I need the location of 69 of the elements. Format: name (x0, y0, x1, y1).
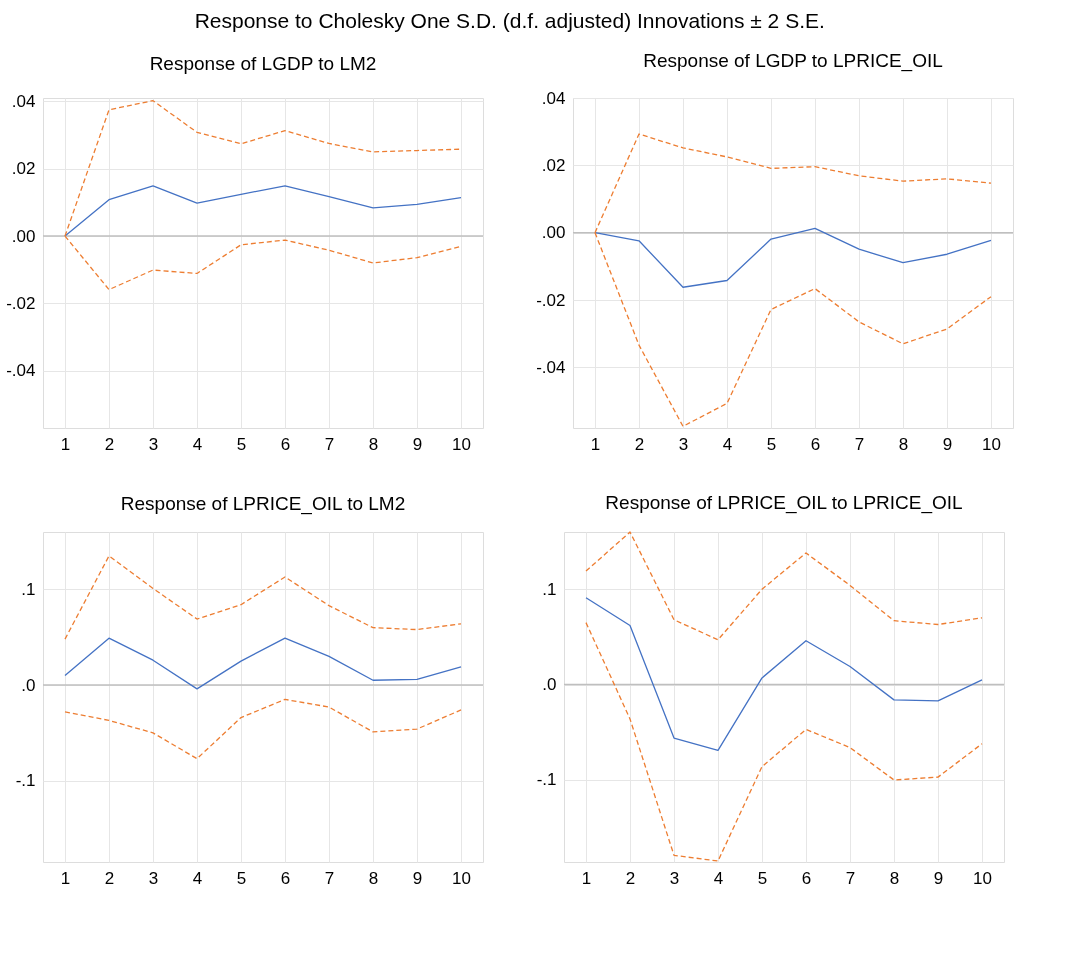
x-tick-label: 3 (678, 434, 689, 454)
x-tick-label: 2 (104, 434, 115, 454)
y-tick-label: -.04 (6, 361, 36, 381)
x-tick-label: 4 (713, 868, 724, 888)
x-tick-label: 4 (192, 868, 203, 888)
x-tick-label: 7 (854, 434, 865, 454)
y-tick-label: .04 (11, 91, 36, 111)
x-tick-label: 9 (933, 868, 944, 888)
x-tick-label: 3 (148, 868, 159, 888)
line-series (585, 597, 983, 752)
x-tick-label: 1 (60, 434, 71, 454)
x-tick-label: 4 (192, 434, 203, 454)
x-tick-label: 3 (669, 868, 680, 888)
line-series (64, 637, 462, 690)
y-tick-label: .0 (542, 675, 557, 695)
x-tick-label: 10 (452, 868, 471, 888)
x-tick-label: 9 (412, 868, 423, 888)
x-tick-label: 10 (452, 434, 471, 454)
x-tick-label: 2 (634, 434, 645, 454)
line-series (585, 531, 983, 641)
y-tick-label: .0 (21, 675, 36, 695)
y-tick-label: .02 (11, 159, 36, 179)
x-tick-label: 6 (280, 868, 291, 888)
x-tick-label: 6 (801, 868, 812, 888)
y-tick-label: .1 (21, 579, 36, 599)
x-tick-label: 6 (280, 434, 291, 454)
y-tick-label: .00 (11, 226, 36, 246)
x-tick-label: 8 (368, 868, 379, 888)
line-series (585, 621, 983, 862)
x-tick-label: 1 (581, 868, 592, 888)
chart-title: Response of LGDP to LM2 (149, 53, 377, 75)
x-tick-label: 8 (368, 434, 379, 454)
line-series (64, 555, 462, 640)
x-tick-label: 5 (757, 868, 768, 888)
x-tick-label: 9 (942, 434, 953, 454)
x-tick-label: 3 (148, 434, 159, 454)
line-series (64, 185, 462, 237)
y-tick-label: .1 (542, 579, 557, 599)
x-tick-label: 8 (898, 434, 909, 454)
x-tick-label: 1 (590, 434, 601, 454)
y-tick-label: .00 (541, 223, 566, 243)
y-tick-label: .02 (541, 155, 566, 175)
x-tick-label: 5 (766, 434, 777, 454)
y-tick-label: .04 (541, 88, 566, 108)
chart-title: Response of LGDP to LPRICE_OIL (643, 50, 943, 72)
x-tick-label: 2 (625, 868, 636, 888)
y-tick-label: -.1 (15, 771, 36, 791)
chart-title: Response of LPRICE_OIL to LM2 (120, 493, 406, 515)
x-tick-label: 1 (60, 868, 71, 888)
y-tick-label: -.02 (536, 290, 566, 310)
x-tick-label: 5 (236, 868, 247, 888)
x-tick-label: 10 (982, 434, 1001, 454)
line-series (64, 698, 462, 760)
x-tick-label: 7 (324, 434, 335, 454)
line-series (594, 227, 992, 288)
text: Response to Cholesky One S.D. (d.f. adjusted) Innovations ± 2 S.E. (194, 8, 825, 32)
y-tick-label: -.02 (6, 293, 36, 313)
x-tick-label: 5 (236, 434, 247, 454)
x-tick-label: 8 (889, 868, 900, 888)
x-tick-label: 7 (845, 868, 856, 888)
y-tick-label: -.1 (536, 770, 557, 790)
y-tick-label: -.04 (536, 357, 566, 377)
x-tick-label: 7 (324, 868, 335, 888)
x-tick-label: 10 (973, 868, 992, 888)
x-tick-label: 4 (722, 434, 733, 454)
x-tick-label: 6 (810, 434, 821, 454)
chart-title: Response of LPRICE_OIL to LPRICE_OIL (605, 492, 963, 515)
x-tick-label: 9 (412, 434, 423, 454)
x-tick-label: 2 (104, 868, 115, 888)
